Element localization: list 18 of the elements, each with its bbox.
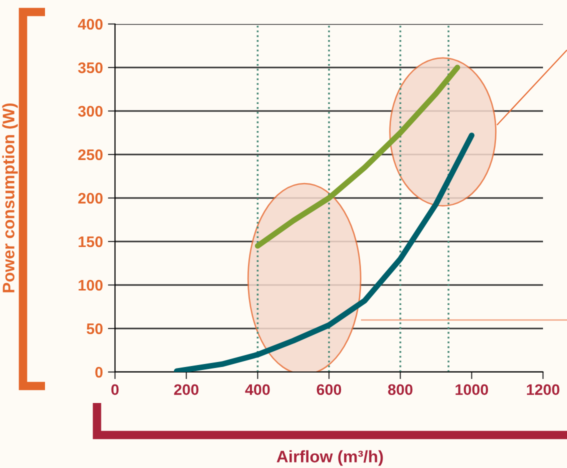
y-tick-label: 300 (78, 106, 103, 117)
y-axis-title: Power consumption (W) (2, 103, 18, 292)
x-tick-label: 1000 (456, 384, 488, 396)
x-tick-label: 400 (245, 384, 270, 396)
y-tick-label: 200 (78, 192, 103, 204)
x-tick-label: 200 (174, 384, 198, 396)
y-tick-label: 100 (78, 280, 103, 291)
x-tick-label: 800 (388, 384, 412, 396)
x-axis-title: Airflow (m³/h) (276, 450, 383, 466)
y-tick-label: 250 (78, 149, 103, 160)
x-tick-label: 600 (316, 384, 342, 396)
y-tick-label: 50 (86, 323, 103, 334)
y-tick-label: 150 (78, 236, 103, 248)
y-tick-label: 400 (78, 18, 103, 30)
y-tick-label: 350 (78, 62, 103, 74)
x-tick-label: 0 (111, 384, 119, 396)
y-tick-label: 0 (95, 366, 103, 378)
x-tick-label: 1200 (526, 384, 560, 396)
